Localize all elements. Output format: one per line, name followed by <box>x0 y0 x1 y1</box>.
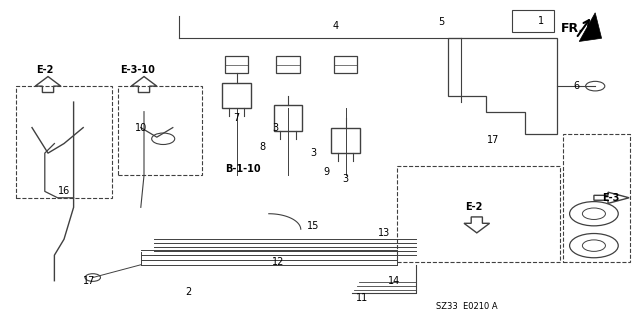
Bar <box>16 86 112 198</box>
Text: E-2: E-2 <box>36 65 54 75</box>
Bar <box>334 56 357 73</box>
Text: 4: 4 <box>333 20 339 31</box>
Bar <box>276 56 300 73</box>
Polygon shape <box>579 13 602 41</box>
Text: B-1-10: B-1-10 <box>225 164 261 174</box>
Text: 15: 15 <box>307 221 320 232</box>
Text: 1: 1 <box>538 16 544 26</box>
Text: 17: 17 <box>486 135 499 145</box>
Bar <box>512 10 554 32</box>
Text: 3: 3 <box>272 122 278 133</box>
Text: 9: 9 <box>323 167 330 177</box>
Text: 6: 6 <box>573 81 579 91</box>
Text: 7: 7 <box>234 113 240 123</box>
Text: SZ33  E0210 A: SZ33 E0210 A <box>436 302 498 311</box>
Text: 13: 13 <box>378 228 390 238</box>
Text: 10: 10 <box>134 122 147 133</box>
Bar <box>397 166 560 262</box>
Text: 2: 2 <box>186 287 192 297</box>
Bar <box>563 134 630 262</box>
Text: 14: 14 <box>387 276 400 286</box>
Text: 5: 5 <box>438 17 445 27</box>
Text: E-3: E-3 <box>602 193 620 203</box>
Text: E-2: E-2 <box>465 202 483 212</box>
Bar <box>274 105 303 131</box>
Text: FR.: FR. <box>561 22 584 35</box>
Text: 3: 3 <box>310 148 317 158</box>
Text: E-3-10: E-3-10 <box>120 65 155 75</box>
Text: 12: 12 <box>272 256 285 267</box>
Text: 8: 8 <box>259 142 266 152</box>
Text: 3: 3 <box>342 174 349 184</box>
Bar <box>223 83 251 108</box>
Bar <box>332 128 360 153</box>
Bar <box>118 86 202 175</box>
Bar <box>225 56 248 73</box>
Text: 11: 11 <box>355 293 368 303</box>
Text: 16: 16 <box>58 186 70 197</box>
Text: 17: 17 <box>83 276 96 286</box>
